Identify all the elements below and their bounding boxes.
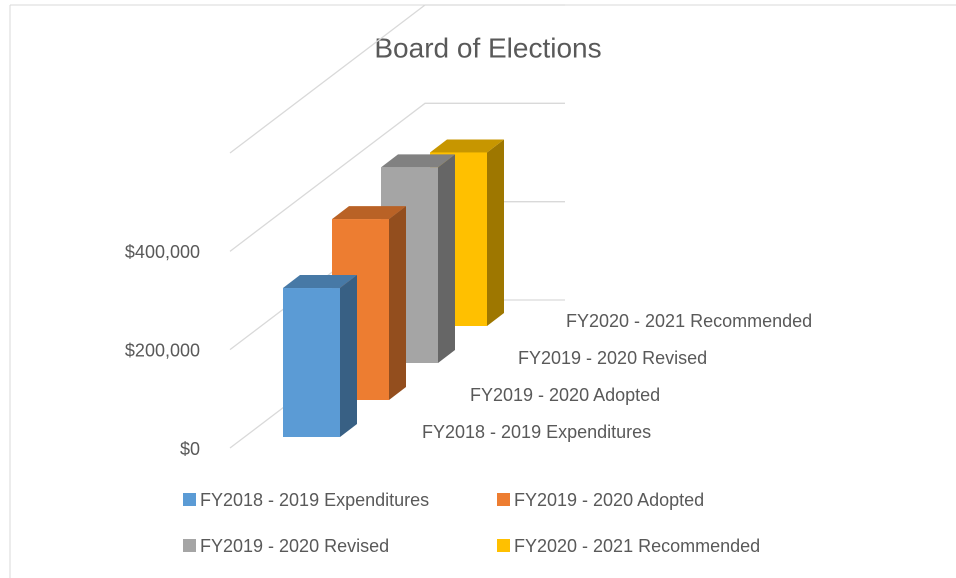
grid-line <box>229 4 565 154</box>
y-tick-label: $200,000 <box>125 340 200 360</box>
bar-side <box>487 139 504 326</box>
depth-axis-label: FY2018 - 2019 Expenditures <box>422 422 651 442</box>
legend-label: FY2019 - 2020 Adopted <box>514 490 704 510</box>
legend-label: FY2019 - 2020 Revised <box>200 536 389 556</box>
bar-side <box>389 206 406 400</box>
legend-swatch <box>497 539 510 552</box>
legend-swatch <box>183 539 196 552</box>
bar-side <box>340 275 357 437</box>
bar-side <box>438 154 455 363</box>
bar-top <box>283 275 357 289</box>
legend-swatch <box>497 493 510 506</box>
depth-axis-label: FY2019 - 2020 Adopted <box>470 385 660 405</box>
legend-label: FY2018 - 2019 Expenditures <box>200 490 429 510</box>
legend-swatch <box>183 493 196 506</box>
bar-top <box>332 206 406 220</box>
legend-label: FY2020 - 2021 Recommended <box>514 536 760 556</box>
bar <box>283 288 340 437</box>
chart-title: Board of Elections <box>374 32 601 63</box>
y-tick-label: $400,000 <box>125 242 200 262</box>
grid-line <box>229 102 565 252</box>
y-tick-label: $0 <box>180 439 200 459</box>
depth-axis-label: FY2020 - 2021 Recommended <box>566 311 812 331</box>
bar-top <box>381 154 455 168</box>
depth-axis-label: FY2019 - 2020 Revised <box>518 348 707 368</box>
bar-top <box>430 139 504 153</box>
